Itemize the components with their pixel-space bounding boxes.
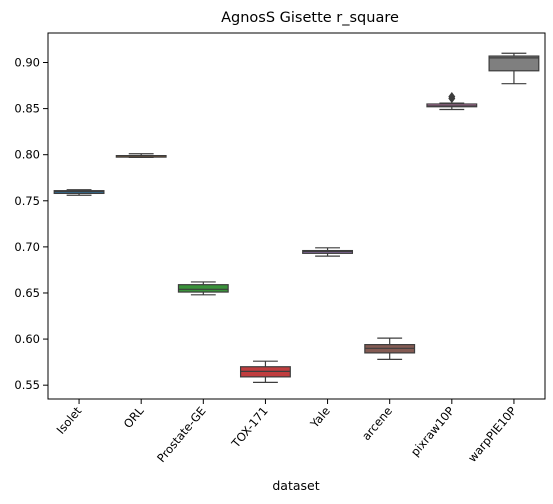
box-warppie10p — [488, 52, 540, 85]
y-tick-label: 0.55 — [14, 378, 40, 392]
y-tick-label: 0.90 — [14, 56, 40, 70]
y-tick-label: 0.70 — [14, 240, 40, 254]
y-tick-label: 0.85 — [14, 102, 40, 116]
box-arcene — [364, 337, 416, 360]
box-tox-171 — [239, 360, 291, 384]
chart-title: AgnosS Gisette r_square — [221, 10, 399, 26]
iqr-box — [488, 55, 540, 72]
iqr-box — [177, 284, 229, 293]
y-tick-label: 0.80 — [14, 148, 40, 162]
box-pixraw10p — [426, 91, 478, 111]
y-tick-label: 0.75 — [14, 194, 40, 208]
box-isolet — [53, 189, 105, 196]
box-yale — [302, 247, 354, 257]
y-tick-label: 0.60 — [14, 332, 40, 346]
box-orl — [115, 153, 167, 159]
x-axis-label: dataset — [272, 478, 319, 493]
plot-frame — [47, 32, 546, 400]
outlier-point — [448, 91, 456, 102]
y-tick-label: 0.65 — [14, 286, 40, 300]
box-prostate-ge — [177, 281, 229, 296]
